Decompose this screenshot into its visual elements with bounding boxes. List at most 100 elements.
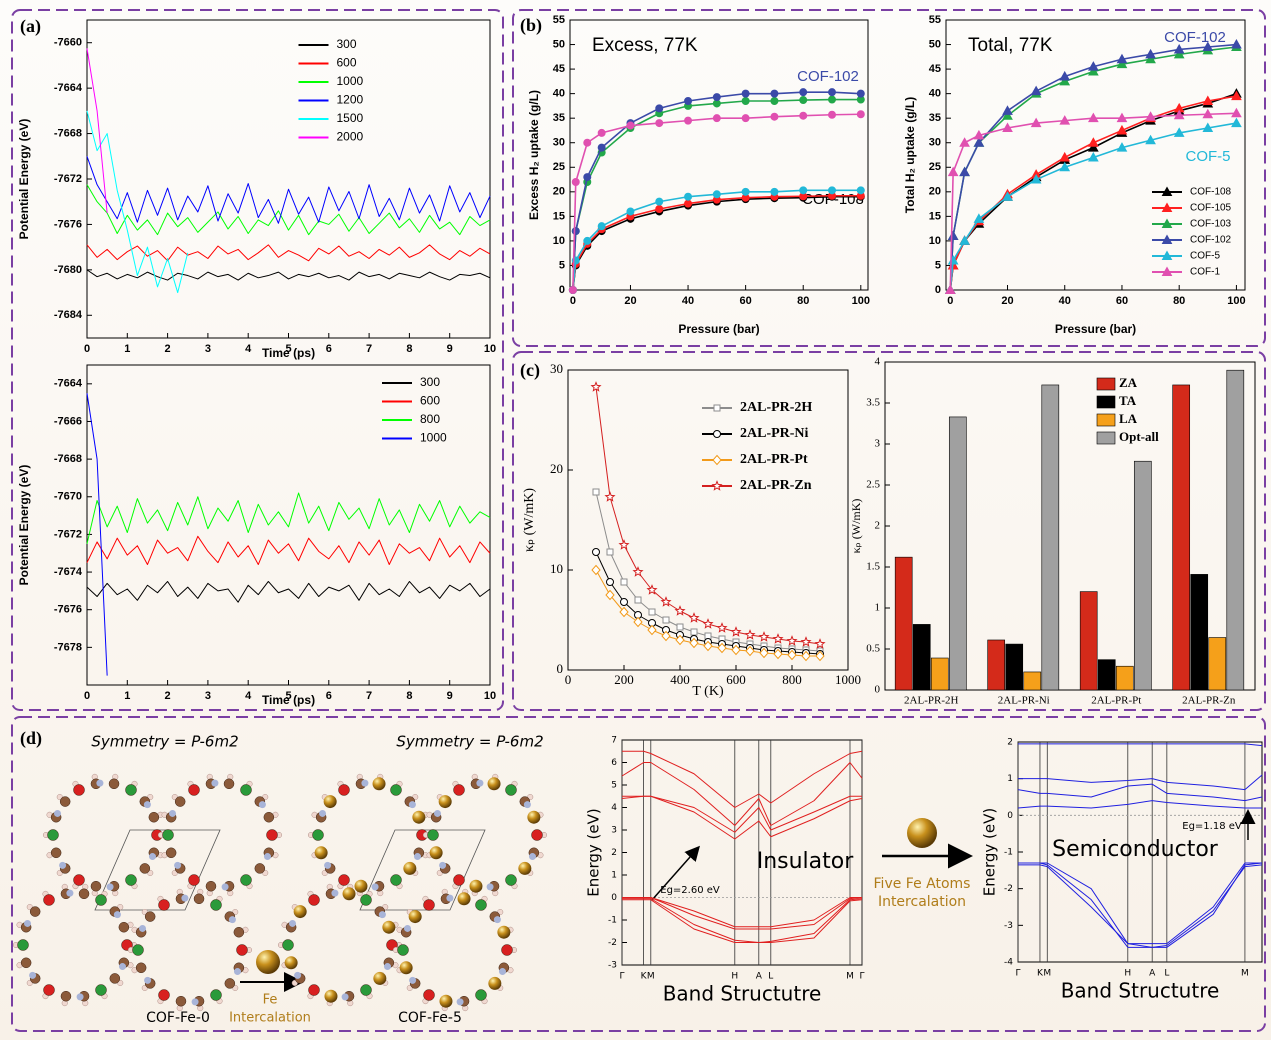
y-tick-label: 0 — [611, 893, 617, 903]
y-tick-label: 1 — [1007, 774, 1013, 784]
framework — [13, 774, 282, 1011]
series-line — [87, 185, 490, 235]
y-tick-label: -7668 — [54, 453, 82, 465]
legend-swatch — [1097, 396, 1115, 408]
y-tick-label: 55 — [929, 14, 941, 26]
atom-c — [506, 784, 517, 795]
legend-label: 2AL-PR-Ni — [740, 426, 809, 441]
atom-n — [446, 895, 453, 902]
atom-n — [379, 911, 386, 918]
legend-label: 600 — [420, 394, 440, 408]
chart: 010203002004006008001000T (K)κₚ (W/mK)2A… — [522, 361, 861, 699]
atom-n — [319, 810, 326, 817]
atom-n — [487, 883, 494, 890]
y-tick-label: -7670 — [54, 491, 82, 503]
marker — [690, 614, 699, 622]
series-line — [1018, 744, 1262, 746]
atom-c — [211, 990, 222, 1001]
legend-label: COF-103 — [1190, 219, 1232, 230]
x-tick-label: 9 — [447, 343, 453, 355]
page: { "figure": { "panel_labels": ["(a)", "(… — [0, 0, 1271, 1040]
atom-c — [391, 875, 402, 886]
legend-label: 600 — [337, 56, 357, 70]
marker — [572, 179, 579, 186]
x-tick-label: H — [1124, 969, 1131, 979]
marker — [592, 383, 601, 391]
x-tick-label: 3 — [205, 343, 211, 355]
atom-n — [211, 780, 218, 787]
panel-frame — [513, 352, 1265, 710]
atom-n — [404, 925, 411, 932]
fe-atom-icon — [907, 818, 937, 848]
atom-n — [524, 801, 531, 808]
x-tick-label: 6 — [326, 343, 332, 355]
y-tick-label: 55 — [553, 14, 565, 26]
x-tick-label: 0 — [565, 672, 572, 687]
y-tick-label: 40 — [553, 88, 565, 100]
x-tick-label: 20 — [1001, 295, 1013, 307]
marker — [771, 98, 778, 105]
marker — [677, 624, 683, 630]
legend-label: COF-102 — [1190, 235, 1232, 246]
atom-c — [309, 894, 320, 905]
atom-c — [506, 875, 517, 886]
marker — [676, 607, 685, 615]
x-tick-label: 40 — [682, 295, 694, 307]
series-line — [1018, 775, 1262, 790]
x-tick-label: 1 — [124, 690, 130, 702]
x-tick-label: Γ — [859, 972, 864, 982]
chart-title: Total, 77K — [968, 35, 1053, 56]
atom-n — [107, 883, 114, 890]
atom-n — [139, 925, 146, 932]
marker — [584, 174, 591, 181]
legend-label: COF-1 — [1190, 267, 1220, 278]
atom-c — [189, 784, 200, 795]
y-tick-label: 10 — [553, 235, 565, 247]
bar — [931, 658, 948, 690]
marker — [593, 549, 600, 556]
annotation: COF-102 — [797, 68, 859, 85]
atom-fe — [400, 961, 413, 974]
marker — [800, 97, 807, 104]
x-axis-label: Pressure (bar) — [678, 322, 759, 336]
x-tick-label: 100 — [1227, 295, 1245, 307]
atom-fe — [469, 880, 482, 893]
bar — [1173, 385, 1190, 690]
legend-label: 300 — [420, 375, 440, 389]
marker — [829, 111, 836, 118]
marker — [598, 144, 605, 151]
series-line — [622, 898, 862, 930]
atom-c — [133, 945, 144, 956]
y-tick-label: 0 — [1007, 811, 1013, 821]
atom-c — [454, 875, 465, 886]
atom-fe — [373, 972, 386, 985]
x-tick-label: Γ — [619, 972, 624, 982]
legend-swatch — [1097, 432, 1115, 444]
marker — [788, 637, 797, 645]
x-tick-label: H — [731, 972, 738, 982]
atom-n — [77, 993, 84, 1000]
atom-c — [44, 894, 55, 905]
framework — [278, 774, 547, 1011]
series-line — [87, 581, 490, 602]
marker — [949, 232, 958, 240]
annotation: Semiconductor — [1052, 837, 1219, 862]
atom-fe — [518, 862, 531, 875]
series-line — [596, 492, 820, 651]
atom-fe — [439, 795, 452, 808]
y-tick-label: 6 — [611, 758, 617, 768]
y-tick-label: 5 — [559, 259, 565, 271]
plot-frame — [87, 20, 490, 338]
atom-n — [234, 968, 241, 975]
series-line — [87, 111, 188, 293]
panel-frame — [12, 10, 503, 710]
y-axis-label: κₚ (W/mK) — [522, 488, 537, 552]
marker — [584, 237, 591, 244]
marker — [713, 94, 720, 101]
marker — [627, 122, 634, 129]
atom-c — [424, 899, 435, 910]
atom-fe — [430, 846, 443, 859]
atom-n — [361, 780, 368, 787]
atom-c — [424, 990, 435, 1001]
x-tick-label: 3 — [205, 690, 211, 702]
